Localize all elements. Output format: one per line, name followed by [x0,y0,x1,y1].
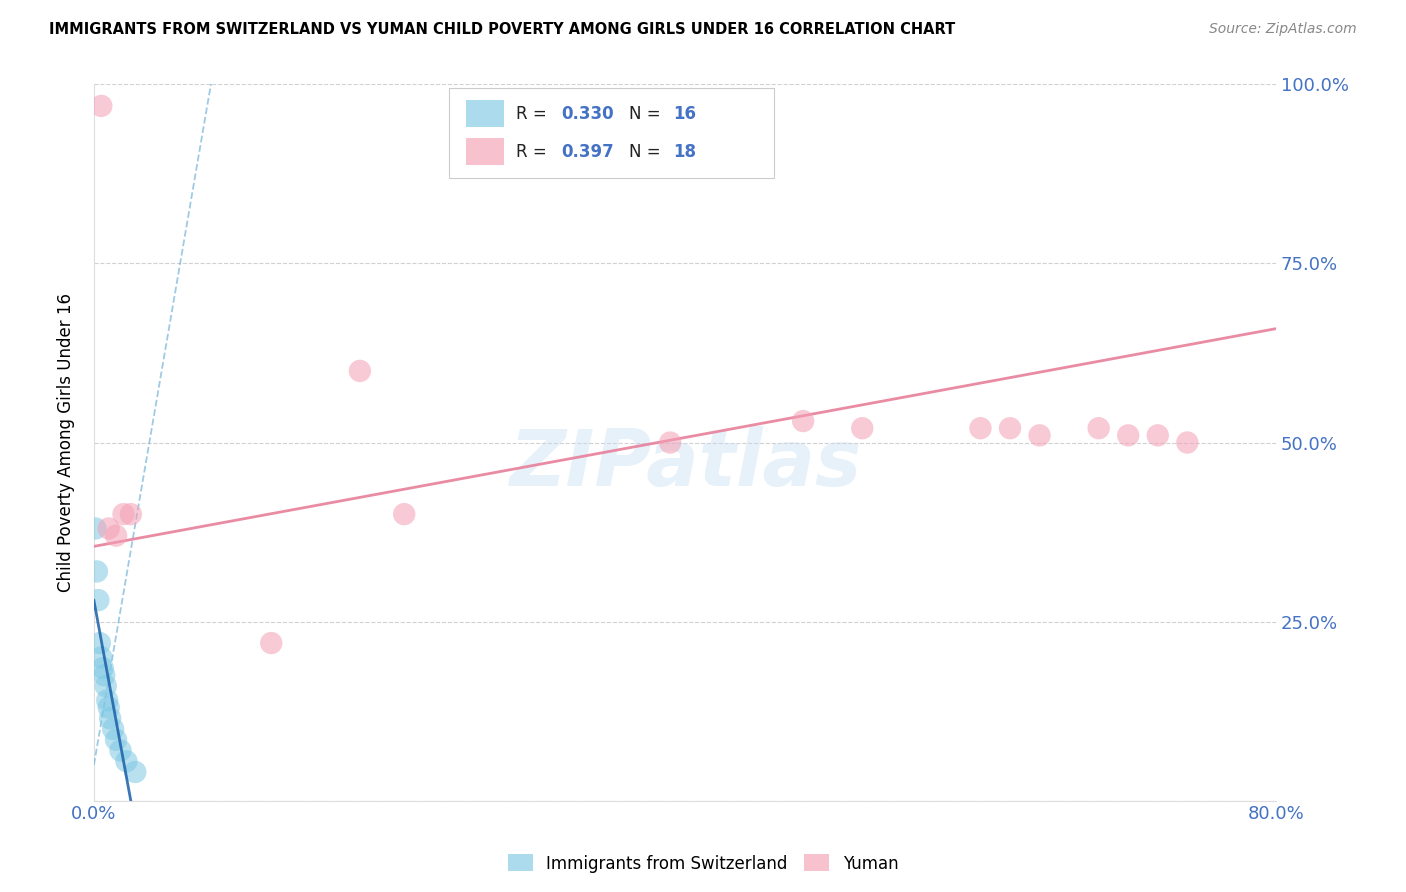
Point [851,421,873,435]
Point [659,435,682,450]
Y-axis label: Child Poverty Among Girls Under 16: Child Poverty Among Girls Under 16 [58,293,75,592]
Point [124,764,146,779]
Point [90,99,112,113]
Text: N =: N = [630,104,666,123]
Point [1175,435,1198,450]
Text: 16: 16 [673,104,696,123]
Point [98,711,121,725]
Text: 0.397: 0.397 [561,143,613,161]
Point [93,668,115,682]
Point [392,507,415,521]
Point [97,700,120,714]
Text: Source: ZipAtlas.com: Source: ZipAtlas.com [1209,22,1357,37]
Point [1028,428,1050,442]
Text: R =: R = [516,104,553,123]
Point [94,679,117,693]
Point [105,732,128,747]
Point [84,521,107,535]
Point [112,507,135,521]
Point [792,414,814,428]
Legend: Immigrants from Switzerland, Yuman: Immigrants from Switzerland, Yuman [501,847,905,880]
Text: 0.330: 0.330 [561,104,613,123]
Point [91,661,114,675]
Point [969,421,991,435]
FancyBboxPatch shape [449,88,773,178]
Point [1087,421,1109,435]
Point [120,507,142,521]
Point [105,528,128,542]
Point [349,364,371,378]
Point [101,722,124,736]
Text: N =: N = [630,143,666,161]
Point [998,421,1021,435]
Point [86,565,108,579]
Point [90,650,112,665]
Point [1116,428,1139,442]
Point [110,743,132,757]
Point [89,636,111,650]
FancyBboxPatch shape [467,138,505,165]
FancyBboxPatch shape [467,100,505,128]
Text: 18: 18 [673,143,696,161]
Text: ZIPatlas: ZIPatlas [509,426,860,502]
Text: IMMIGRANTS FROM SWITZERLAND VS YUMAN CHILD POVERTY AMONG GIRLS UNDER 16 CORRELAT: IMMIGRANTS FROM SWITZERLAND VS YUMAN CHI… [49,22,956,37]
Point [115,754,138,768]
Point [87,593,110,607]
Point [1146,428,1168,442]
Point [96,693,118,707]
Point [97,521,120,535]
Point [260,636,283,650]
Text: R =: R = [516,143,553,161]
